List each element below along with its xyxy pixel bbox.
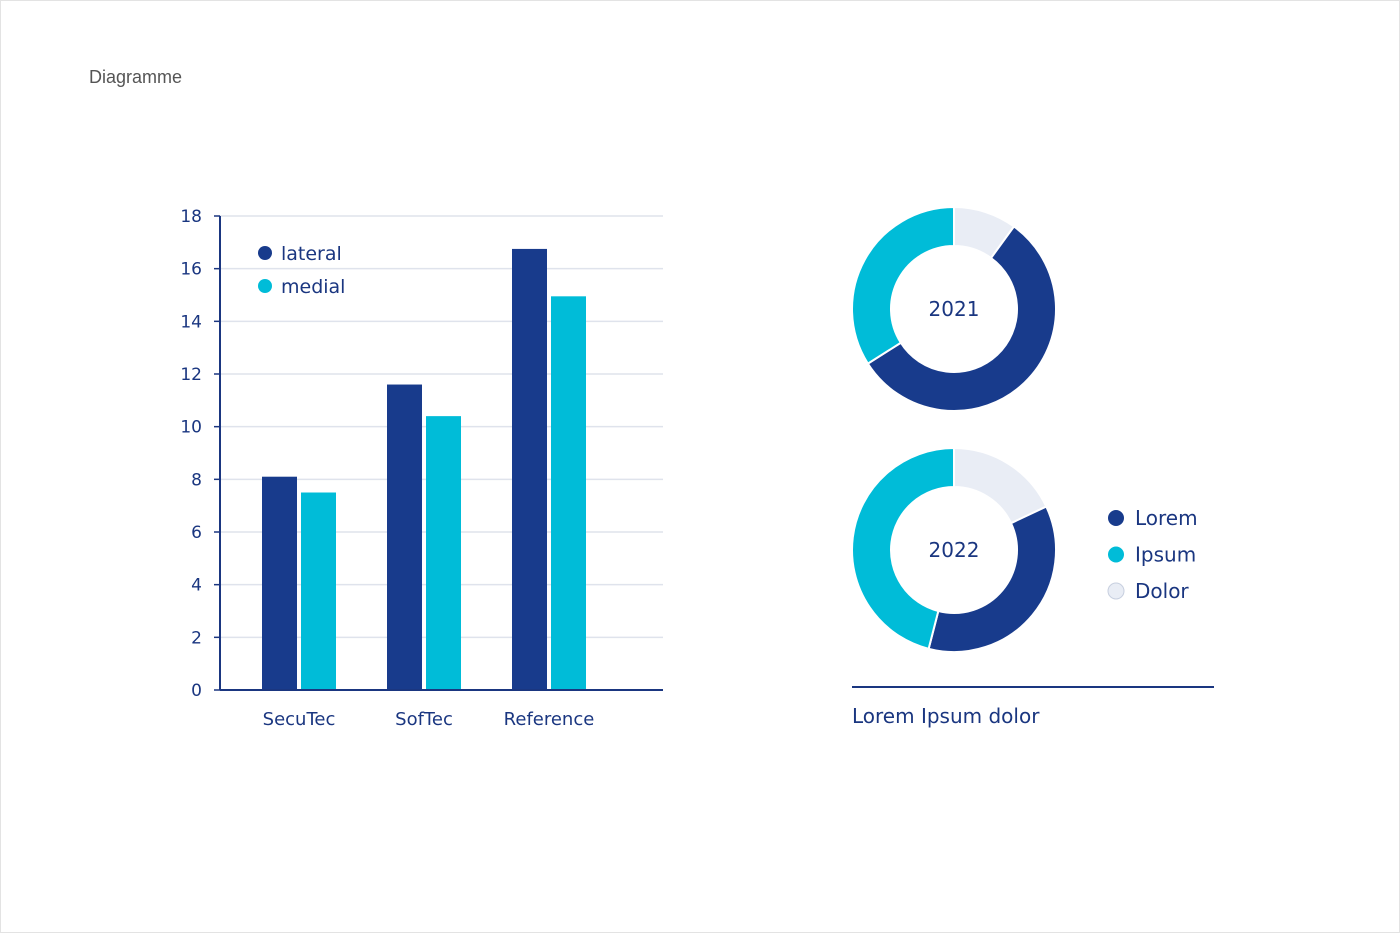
legend-dot-dolor (1107, 582, 1125, 600)
legend-dot-lorem (1108, 510, 1124, 526)
x-tick-label: SofTec (395, 709, 453, 730)
bar-lateral-softec (387, 384, 422, 690)
bar-medial-secutec (301, 492, 336, 690)
page-title: Diagramme (89, 67, 183, 87)
x-tick-label: Reference (504, 709, 595, 730)
legend-dot-lateral (258, 246, 272, 260)
legend-dot-medial (258, 279, 272, 293)
legend-dot-ipsum (1108, 546, 1124, 563)
x-tick-label: SecuTec (263, 709, 336, 730)
donut-2022-slice-dolor (953, 446, 1048, 525)
y-tick-label: 18 (180, 207, 202, 227)
bar-lateral-reference (512, 248, 547, 690)
donut-center-label: 2021 (929, 297, 980, 321)
donut-2022-slice-ipsum (851, 446, 955, 651)
y-tick-label: 14 (180, 312, 202, 332)
y-tick-label: 2 (191, 628, 202, 648)
y-tick-label: 8 (191, 470, 202, 490)
y-tick-label: 16 (180, 260, 202, 280)
y-tick-label: 0 (191, 681, 202, 701)
footer-rule (852, 686, 1214, 688)
y-tick-label: 10 (180, 418, 202, 438)
y-tick-label: 4 (191, 576, 202, 596)
legend-label-medial: medial (281, 276, 345, 298)
donut-2021-slice-ipsum (851, 205, 955, 366)
legend-label-lateral: lateral (281, 243, 342, 265)
donut-center-label: 2022 (929, 538, 980, 562)
bar-medial-softec (426, 416, 461, 690)
donut-2021-slice-lorem (866, 225, 1057, 412)
donut-2022-slice-lorem (927, 505, 1057, 653)
legend-label-ipsum: Ipsum (1135, 543, 1196, 567)
bar-lateral-secutec (262, 476, 297, 690)
bar-medial-reference (551, 296, 586, 690)
legend-label-lorem: Lorem (1135, 506, 1198, 530)
legend-label-dolor: Dolor (1135, 579, 1189, 603)
y-tick-label: 12 (180, 365, 202, 385)
footer-caption: Lorem Ipsum dolor (852, 704, 1040, 728)
y-tick-label: 6 (191, 523, 202, 543)
